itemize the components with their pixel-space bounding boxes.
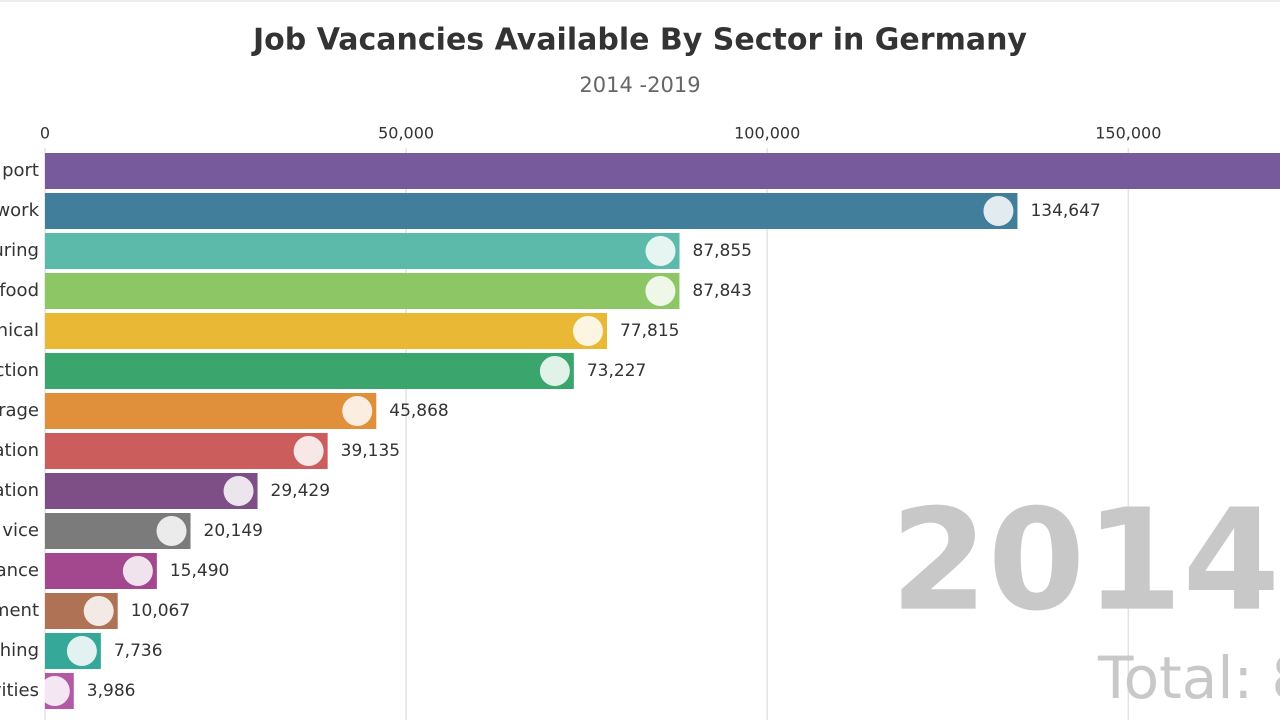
- bar: [45, 153, 1280, 189]
- category-label: rage: [0, 400, 39, 421]
- value-label: 87,855: [693, 241, 752, 261]
- bar-icon: [645, 276, 676, 306]
- value-label: 7,736: [114, 641, 163, 661]
- value-label: 77,815: [620, 321, 679, 341]
- bar-icon: [39, 676, 70, 706]
- x-tick-label: 0: [40, 124, 50, 143]
- bar: [45, 233, 680, 269]
- category-label: ation: [0, 440, 39, 461]
- category-label: uring: [0, 240, 39, 261]
- value-label: 10,067: [131, 601, 190, 621]
- bars: port work 134,647 uring 87,855 food 87,843 nica…: [0, 153, 1280, 709]
- bar: [45, 313, 607, 349]
- x-tick-label: 100,000: [734, 124, 800, 143]
- x-tick-label: 50,000: [378, 124, 434, 143]
- value-label: 20,149: [204, 521, 263, 541]
- bar: [45, 433, 328, 469]
- bar-icon: [645, 236, 676, 266]
- value-label: 134,647: [1030, 201, 1100, 221]
- bar-icon: [223, 476, 254, 506]
- bar-icon: [983, 196, 1014, 226]
- value-label: 29,429: [271, 481, 330, 501]
- value-label: 73,227: [587, 361, 646, 381]
- value-label: 45,868: [389, 401, 448, 421]
- value-label: 87,843: [692, 281, 751, 301]
- chart-subtitle: 2014 -2019: [579, 73, 700, 97]
- bar: [45, 273, 680, 309]
- value-label: 39,135: [341, 441, 400, 461]
- bar-icon: [156, 516, 187, 546]
- bar-icon: [539, 356, 570, 386]
- category-label: hing: [0, 640, 39, 661]
- value-label: 15,490: [170, 561, 229, 581]
- bar: [45, 393, 377, 429]
- category-label: vice: [2, 520, 39, 541]
- category-label: ance: [0, 560, 39, 581]
- category-label: nical: [0, 320, 39, 341]
- value-label: 3,986: [87, 681, 136, 701]
- category-label: ment: [0, 600, 39, 621]
- category-label: food: [0, 280, 39, 301]
- chart-title: Job Vacancies Available By Sector in Ger…: [251, 23, 1027, 58]
- total-label: Total: 8: [1097, 644, 1280, 712]
- bar: [45, 353, 574, 389]
- x-tick-label: 150,000: [1095, 124, 1161, 143]
- category-label: ation: [0, 480, 39, 501]
- bar-icon: [572, 316, 603, 346]
- bar: [45, 193, 1018, 229]
- bar-icon: [83, 596, 114, 626]
- bar: [45, 473, 258, 509]
- category-label: ction: [0, 360, 39, 381]
- bar-icon: [293, 436, 324, 466]
- bar-icon: [342, 396, 373, 426]
- bar-icon: [122, 556, 153, 586]
- category-label: work: [0, 200, 40, 221]
- bar-icon: [66, 636, 97, 666]
- year-label: 2014: [890, 480, 1280, 643]
- category-label: port: [2, 160, 39, 181]
- category-label: vities: [0, 680, 39, 701]
